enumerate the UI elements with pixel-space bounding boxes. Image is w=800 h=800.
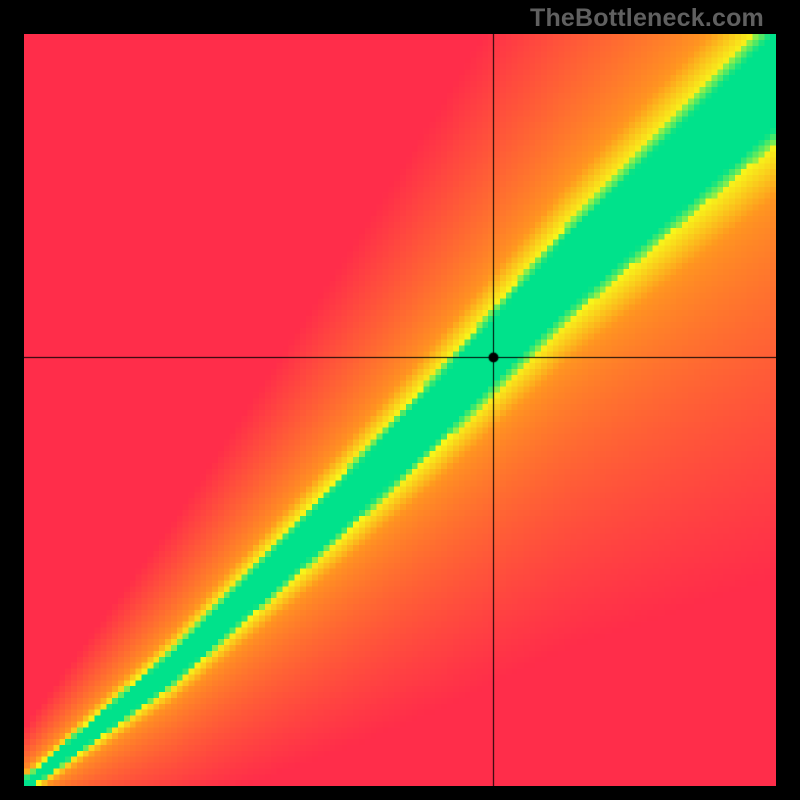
crosshair-overlay bbox=[24, 34, 776, 786]
chart-container: { "watermark": { "text": "TheBottleneck.… bbox=[0, 0, 800, 800]
watermark-text: TheBottleneck.com bbox=[530, 4, 764, 33]
